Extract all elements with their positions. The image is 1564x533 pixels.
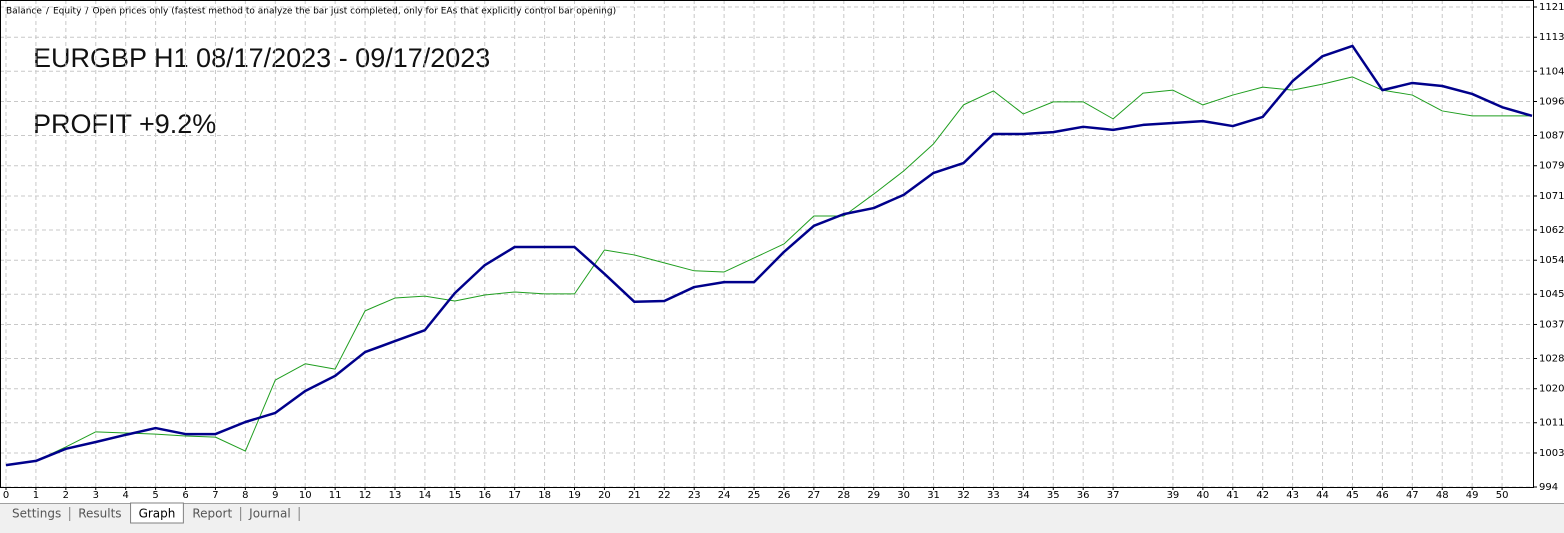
legend-entry: Balance <box>6 7 42 17</box>
y-tick-label: 1045 <box>1539 289 1564 300</box>
x-tick-label: 34 <box>1017 490 1030 501</box>
y-tick-label: 1096 <box>1539 96 1564 107</box>
y-tick-label: 1121 <box>1539 2 1564 13</box>
x-tick-label: 2 <box>63 490 69 501</box>
x-tick-label: 28 <box>837 490 850 501</box>
x-tick-label: 40 <box>1196 490 1209 501</box>
x-tick-label: 23 <box>688 490 701 501</box>
x-tick-label: 49 <box>1466 490 1479 501</box>
x-tick-label: 29 <box>867 490 880 501</box>
x-tick-label: 17 <box>508 490 521 501</box>
y-tick-label: 1003 <box>1539 448 1564 459</box>
tab[interactable]: Results <box>78 507 121 521</box>
annotation: EURGBP H1 08/17/2023 - 09/17/2023 <box>33 43 490 73</box>
x-tick-label: 48 <box>1436 490 1449 501</box>
x-tick-label: 42 <box>1256 490 1269 501</box>
legend-separator: / <box>46 7 50 17</box>
x-tick-label: 13 <box>389 490 402 501</box>
x-tick-label: 27 <box>808 490 821 501</box>
x-tick-label: 32 <box>957 490 970 501</box>
x-tick-label: 47 <box>1406 490 1419 501</box>
x-tick-label: 12 <box>359 490 372 501</box>
x-tick-label: 10 <box>299 490 312 501</box>
x-tick-label: 50 <box>1496 490 1509 501</box>
x-tick-label: 4 <box>122 490 128 501</box>
tab-selected <box>130 502 184 524</box>
x-tick-label: 15 <box>448 490 461 501</box>
x-tick-label: 5 <box>152 490 158 501</box>
series-line <box>5 76 1532 466</box>
x-tick-label: 31 <box>927 490 940 501</box>
y-tick-label: 1028 <box>1539 353 1564 364</box>
x-tick-label: 43 <box>1286 490 1299 501</box>
x-tick-label: 14 <box>419 490 432 501</box>
x-tick-label: 0 <box>3 490 9 501</box>
y-tick-label: 1113 <box>1539 32 1564 43</box>
y-tick-label: 994 <box>1539 482 1558 493</box>
legend-entry: Equity <box>53 7 82 17</box>
x-tick-label: 7 <box>212 490 218 501</box>
mode-note: Open prices only (fastest method to anal… <box>92 7 616 17</box>
x-tick-label: 36 <box>1077 490 1090 501</box>
x-tick-label: 11 <box>329 490 342 501</box>
x-tick-label: 1 <box>33 490 39 501</box>
x-tick-label: 21 <box>628 490 641 501</box>
x-tick-label: 20 <box>598 490 611 501</box>
x-tick-label: 30 <box>897 490 910 501</box>
tab[interactable]: Report <box>192 507 232 521</box>
y-tick-label: 1037 <box>1539 319 1564 330</box>
x-tick-label: 39 <box>1167 490 1180 501</box>
x-tick-label: 44 <box>1316 490 1329 501</box>
x-tick-label: 33 <box>987 490 1000 501</box>
x-tick-label: 3 <box>93 490 99 501</box>
tab[interactable]: Settings <box>12 507 61 521</box>
x-tick-label: 45 <box>1346 490 1359 501</box>
y-tick-label: 1104 <box>1539 66 1564 77</box>
x-tick-label: 37 <box>1107 490 1120 501</box>
y-tick-label: 1087 <box>1539 131 1564 142</box>
annotation: PROFIT +9.2% <box>33 109 216 139</box>
series-line <box>5 44 1533 467</box>
x-tick-label: 8 <box>242 490 248 501</box>
y-tick-label: 1071 <box>1539 191 1564 202</box>
tab-bar <box>0 503 1564 533</box>
x-tick-label: 24 <box>718 490 731 501</box>
y-tick-label: 1062 <box>1539 225 1564 236</box>
tab[interactable]: Graph <box>139 507 176 521</box>
x-tick-label: 22 <box>658 490 671 501</box>
legend-separator: / <box>85 7 89 17</box>
x-tick-label: 18 <box>538 490 551 501</box>
x-tick-label: 9 <box>272 490 278 501</box>
y-tick-label: 1020 <box>1539 384 1564 395</box>
y-tick-label: 1054 <box>1539 255 1564 266</box>
x-tick-label: 19 <box>568 490 581 501</box>
x-tick-label: 6 <box>182 490 188 501</box>
tab[interactable]: Journal <box>248 507 291 521</box>
x-tick-label: 46 <box>1376 490 1389 501</box>
x-tick-label: 16 <box>478 490 491 501</box>
x-tick-label: 26 <box>778 490 791 501</box>
x-tick-label: 35 <box>1047 490 1060 501</box>
x-tick-label: 41 <box>1226 490 1239 501</box>
y-tick-label: 1079 <box>1539 161 1564 172</box>
x-tick-label: 25 <box>748 490 761 501</box>
y-tick-label: 1011 <box>1539 418 1564 429</box>
plot-frame <box>0 0 1534 488</box>
